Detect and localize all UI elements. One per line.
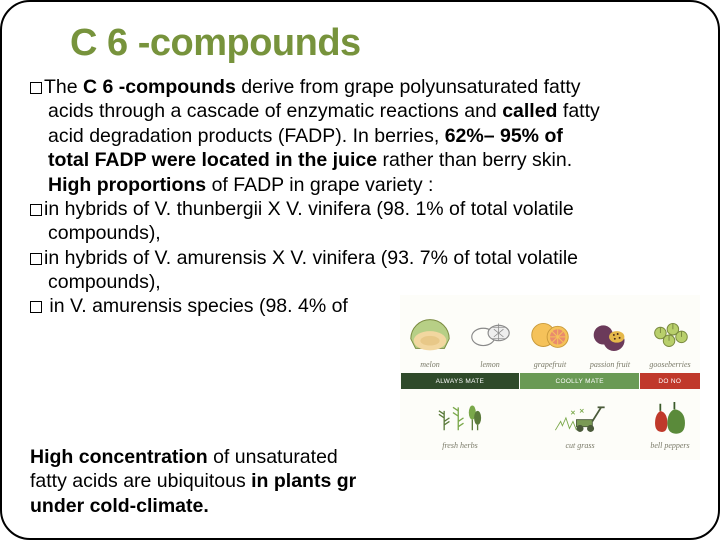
lemon-icon: [466, 310, 514, 358]
ig-chip: ALWAYS MATE: [401, 373, 520, 389]
text-bold: High proportions: [48, 174, 206, 196]
ig-cell-lemon: lemon: [460, 295, 520, 373]
text: fatty: [557, 100, 599, 122]
herbs-icon: [430, 395, 490, 439]
text: of FADP in grape variety :: [206, 174, 433, 196]
text: in hybrids of V. amurensis X V. vinifera…: [44, 247, 578, 269]
lawnmower-icon: [550, 395, 610, 439]
text: acid degradation products (FADP). In ber…: [48, 125, 445, 147]
ig-label: fresh herbs: [442, 441, 477, 450]
grapefruit-icon: [526, 310, 574, 358]
text: The: [44, 76, 83, 98]
text-bold: in plants gr: [251, 470, 356, 492]
text-bold: under cold-climate.: [30, 495, 209, 517]
ig-cell-herbs: fresh herbs: [400, 389, 520, 459]
bullet-square-icon: [30, 82, 42, 94]
ig-label: melon: [420, 360, 440, 369]
ig-chip: DO NO: [640, 373, 699, 389]
text-bold: called: [502, 100, 557, 122]
fruit-infographic: melon lemon grapefruit: [400, 295, 700, 460]
text-bold: C 6 -compounds: [83, 76, 236, 98]
infographic-chips: ALWAYS MATE COOLLY MATE DO NO: [400, 373, 700, 389]
slide-frame: C 6 -compounds The C 6 -compounds derive…: [0, 0, 720, 540]
infographic-top-row: melon lemon grapefruit: [400, 295, 700, 373]
bullet-square-icon: [30, 204, 42, 216]
text: acids through a cascade of enzymatic rea…: [48, 100, 502, 122]
text-bold: total FADP were located in the juice: [48, 149, 377, 171]
melon-icon: [406, 310, 454, 358]
bullet-square-icon: [30, 253, 42, 265]
body-text: The C 6 -compounds derive from grape pol…: [30, 75, 690, 319]
infographic-bottom-row: fresh herbs cut grass: [400, 389, 700, 459]
ig-label: gooseberries: [649, 360, 690, 369]
ig-cell-grapefruit: grapefruit: [520, 295, 580, 373]
text: compounds),: [30, 221, 690, 245]
text: compounds),: [30, 270, 690, 294]
ig-label: grapefruit: [534, 360, 566, 369]
text: fatty acids are ubiquitous: [30, 470, 251, 492]
ig-cell-melon: melon: [400, 295, 460, 373]
gooseberries-icon: [646, 310, 694, 358]
passionfruit-icon: [586, 310, 634, 358]
text-bold: 62%– 95% of: [445, 125, 563, 147]
ig-label: passion fruit: [590, 360, 630, 369]
ig-cell-gooseberries: gooseberries: [640, 295, 700, 373]
ig-label: cut grass: [565, 441, 594, 450]
bottom-paragraph: High concentration of unsaturated fatty …: [30, 445, 356, 518]
text: in V. amurensis species (98. 4% of: [44, 295, 348, 317]
text: in hybrids of V. thunbergii X V. vinifer…: [44, 198, 574, 220]
text: rather than berry skin.: [377, 149, 572, 171]
text: derive from grape polyunsaturated fatty: [236, 76, 581, 98]
slide-title: C 6 -compounds: [70, 22, 690, 65]
ig-cell-passionfruit: passion fruit: [580, 295, 640, 373]
text: of unsaturated: [208, 446, 338, 468]
text-bold: High concentration: [30, 446, 208, 468]
ig-cell-peppers: bell peppers: [640, 389, 700, 459]
ig-label: lemon: [480, 360, 500, 369]
ig-chip: COOLLY MATE: [520, 373, 639, 389]
peppers-icon: [648, 395, 692, 439]
ig-cell-grass: cut grass: [520, 389, 640, 459]
bullet-square-icon: [30, 301, 42, 313]
ig-label: bell peppers: [650, 441, 689, 450]
